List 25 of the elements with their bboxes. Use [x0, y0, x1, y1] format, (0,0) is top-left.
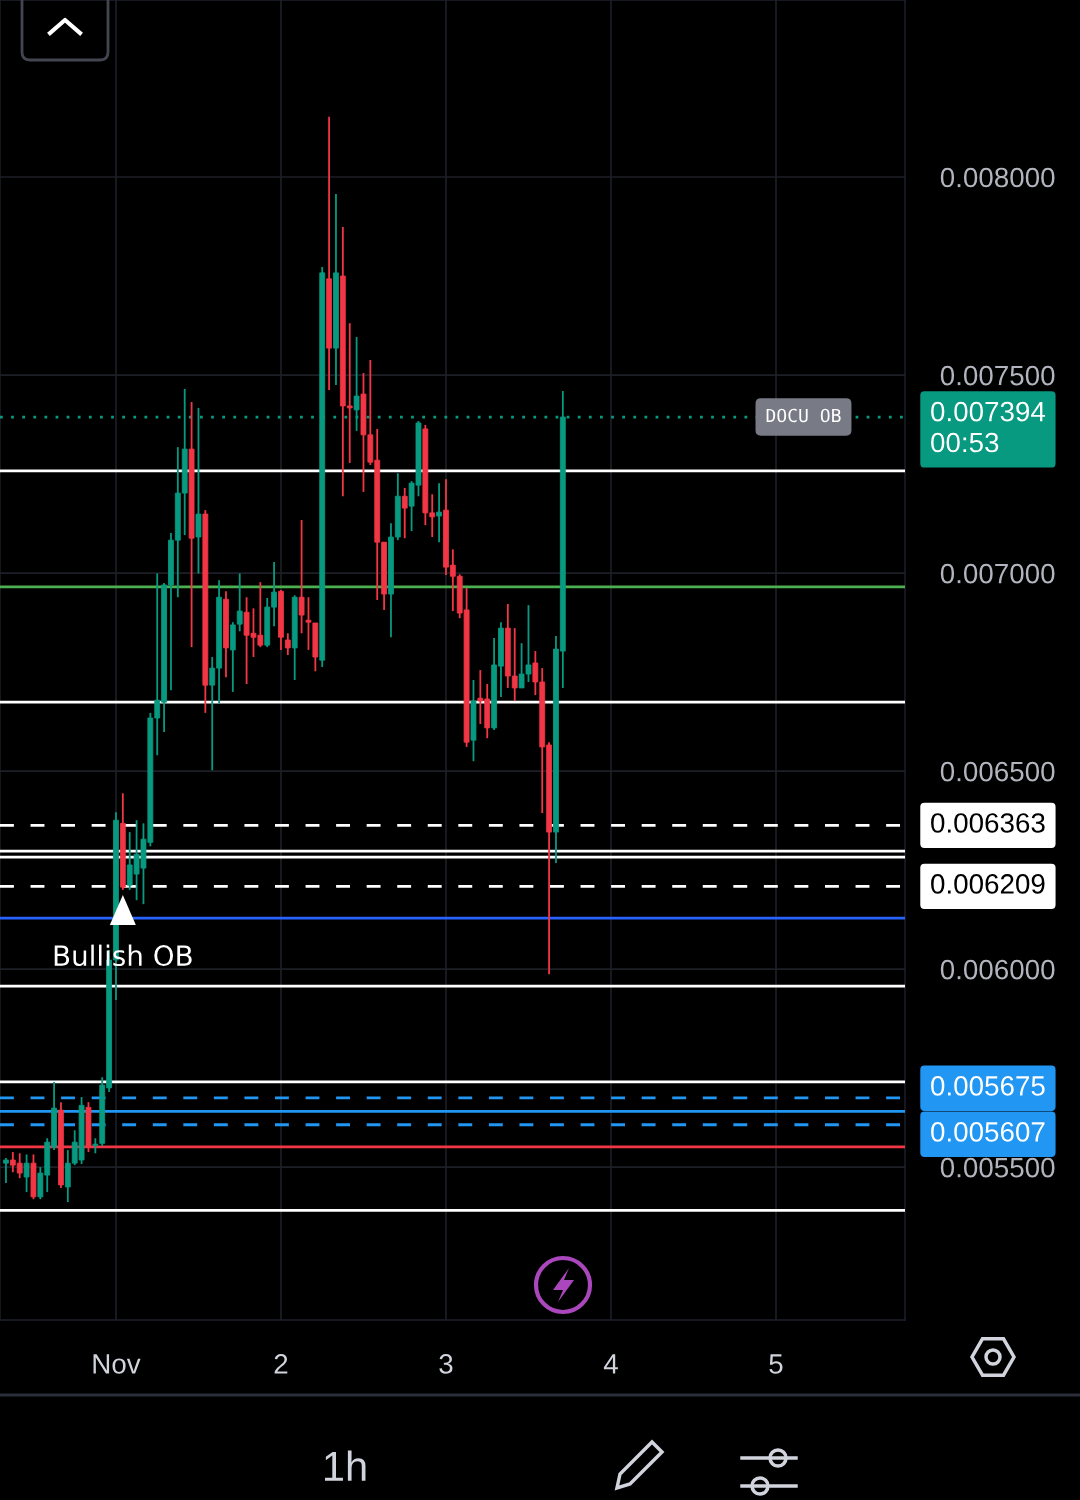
x-tick-label: 5 [769, 1354, 783, 1374]
ref-line-label: 0.006363 [931, 813, 1045, 833]
candlestick [401, 487, 408, 540]
text: 1h [325, 1450, 366, 1481]
ref-line-label: 0.007394 00:53 [931, 401, 1046, 453]
ref-line-label: 0.005607 [931, 1122, 1045, 1142]
y-tick-label: 0.008000 [940, 167, 1055, 188]
y-tick-label: 0.007000 [940, 563, 1055, 584]
y-tick-label: 0.006500 [940, 761, 1055, 782]
x-tick-label: Nov [93, 1354, 141, 1374]
candlestick [284, 632, 291, 656]
annotation: DOCU OB [766, 408, 841, 423]
y-tick-label: 0.005500 [940, 1157, 1055, 1178]
candlestick [436, 482, 442, 544]
candlestick [23, 1153, 30, 1193]
x-tick-label: 2 [274, 1354, 288, 1374]
y-tick-label: 0.007500 [940, 365, 1055, 386]
x-tick-label: 4 [603, 1354, 618, 1374]
ref-line-label: 0.006209 [931, 874, 1045, 894]
candlestick [298, 519, 305, 635]
x-tick-label: 3 [439, 1354, 453, 1374]
candlestick [92, 1137, 99, 1155]
y-tick-label: 0.006000 [940, 959, 1055, 980]
candlestick [3, 1157, 9, 1184]
ref-line-label: 0.005675 [931, 1076, 1045, 1096]
